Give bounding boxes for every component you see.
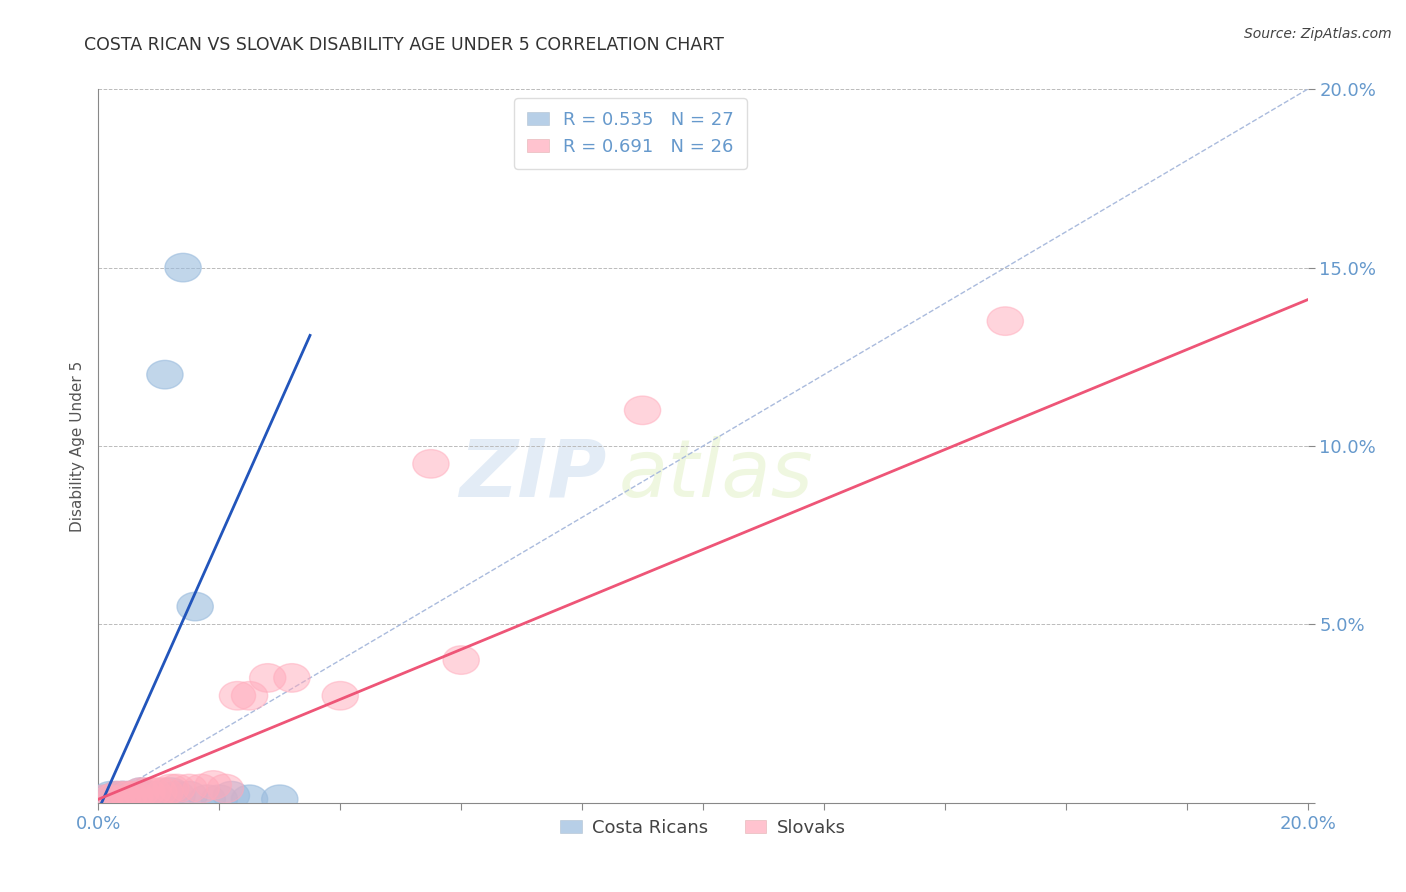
Ellipse shape — [98, 781, 135, 810]
Ellipse shape — [159, 781, 195, 810]
Ellipse shape — [201, 785, 238, 814]
Ellipse shape — [177, 592, 214, 621]
Ellipse shape — [153, 778, 190, 806]
Ellipse shape — [262, 785, 298, 814]
Ellipse shape — [165, 253, 201, 282]
Ellipse shape — [122, 778, 159, 806]
Ellipse shape — [129, 778, 165, 806]
Ellipse shape — [274, 664, 311, 692]
Ellipse shape — [104, 781, 141, 810]
Text: ZIP: ZIP — [458, 435, 606, 514]
Ellipse shape — [111, 785, 146, 814]
Ellipse shape — [141, 778, 177, 806]
Ellipse shape — [188, 785, 225, 814]
Ellipse shape — [93, 781, 129, 810]
Ellipse shape — [413, 450, 449, 478]
Ellipse shape — [214, 781, 250, 810]
Ellipse shape — [111, 781, 146, 810]
Ellipse shape — [146, 360, 183, 389]
Legend: Costa Ricans, Slovaks: Costa Ricans, Slovaks — [553, 812, 853, 844]
Ellipse shape — [86, 785, 122, 814]
Ellipse shape — [104, 781, 141, 810]
Ellipse shape — [111, 781, 146, 810]
Ellipse shape — [172, 781, 207, 810]
Ellipse shape — [159, 774, 195, 803]
Text: COSTA RICAN VS SLOVAK DISABILITY AGE UNDER 5 CORRELATION CHART: COSTA RICAN VS SLOVAK DISABILITY AGE UND… — [84, 36, 724, 54]
Y-axis label: Disability Age Under 5: Disability Age Under 5 — [69, 360, 84, 532]
Text: atlas: atlas — [619, 435, 813, 514]
Ellipse shape — [93, 785, 129, 814]
Ellipse shape — [117, 781, 153, 810]
Ellipse shape — [232, 785, 267, 814]
Ellipse shape — [232, 681, 267, 710]
Ellipse shape — [93, 785, 129, 814]
Ellipse shape — [98, 785, 135, 814]
Ellipse shape — [135, 785, 172, 814]
Ellipse shape — [624, 396, 661, 425]
Ellipse shape — [987, 307, 1024, 335]
Ellipse shape — [122, 778, 159, 806]
Ellipse shape — [122, 781, 159, 810]
Ellipse shape — [195, 771, 232, 799]
Ellipse shape — [135, 778, 172, 806]
Ellipse shape — [146, 778, 183, 806]
Ellipse shape — [153, 774, 190, 803]
Text: Source: ZipAtlas.com: Source: ZipAtlas.com — [1244, 27, 1392, 41]
Ellipse shape — [443, 646, 479, 674]
Ellipse shape — [104, 781, 141, 810]
Ellipse shape — [141, 781, 177, 810]
Ellipse shape — [322, 681, 359, 710]
Ellipse shape — [117, 781, 153, 810]
Ellipse shape — [98, 781, 135, 810]
Ellipse shape — [219, 681, 256, 710]
Ellipse shape — [129, 781, 165, 810]
Ellipse shape — [117, 781, 153, 810]
Ellipse shape — [86, 785, 122, 814]
Ellipse shape — [183, 774, 219, 803]
Ellipse shape — [250, 664, 285, 692]
Ellipse shape — [172, 774, 207, 803]
Ellipse shape — [207, 774, 243, 803]
